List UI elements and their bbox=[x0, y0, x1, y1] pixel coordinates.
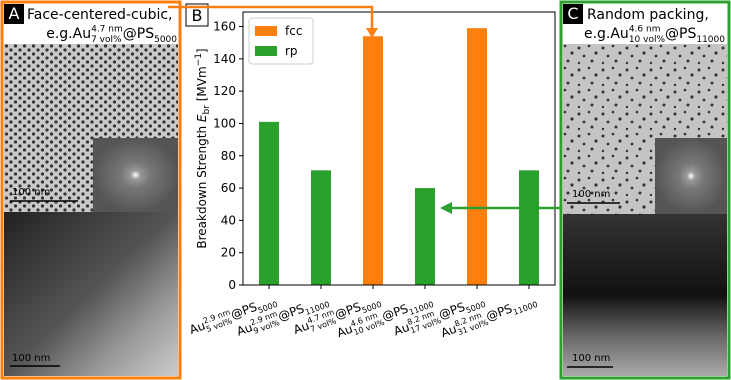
bar bbox=[363, 36, 383, 285]
label-part: @PS bbox=[665, 26, 696, 42]
panel-example: e.g. Au 4.7 nm7 vol% @PS 5000 bbox=[46, 25, 177, 46]
label-part: Au bbox=[73, 26, 91, 42]
label-part: Breakdown Strength bbox=[195, 122, 209, 249]
label-part: Au bbox=[292, 318, 312, 337]
scale-bar-label: 100 nm bbox=[12, 187, 50, 198]
label-part: [MVm bbox=[195, 66, 209, 105]
panel-label: B bbox=[192, 6, 203, 25]
scale-bar-label: 100 nm bbox=[572, 189, 610, 200]
legend-label: fcc bbox=[285, 24, 302, 38]
panel-label: C bbox=[567, 4, 578, 23]
panel-caption: Face-centered-cubic, bbox=[27, 7, 173, 23]
panel-label-box bbox=[4, 4, 24, 24]
y-tick-label: 80 bbox=[221, 149, 236, 163]
label-part: E bbox=[195, 114, 209, 122]
label-part: Au bbox=[335, 322, 355, 341]
scale-bar-label: 100 nm bbox=[572, 353, 610, 364]
bar bbox=[467, 28, 487, 286]
tem-image bbox=[4, 212, 178, 376]
label-part: Au bbox=[392, 320, 412, 339]
panel-label-box bbox=[185, 3, 209, 27]
panel-a: A Face-centered-cubic, e.g. Au 4.7 nm7 vo… bbox=[0, 0, 182, 380]
arrows bbox=[168, 5, 560, 214]
fft-inset bbox=[93, 138, 178, 212]
axes-frame bbox=[242, 11, 556, 286]
bar bbox=[519, 170, 539, 285]
tem-image bbox=[563, 214, 727, 376]
label-part: 7 vol% bbox=[91, 35, 122, 45]
y-tick-label: 120 bbox=[213, 84, 236, 98]
arrow bbox=[168, 5, 374, 30]
y-tick-label: 60 bbox=[221, 181, 236, 195]
bar bbox=[311, 170, 331, 285]
rich-label: e.g. Au 4.7 nm7 vol% @PS 5000 bbox=[46, 25, 177, 46]
label-part: 5000 bbox=[154, 35, 177, 45]
y-axis-label: Breakdown Strength Ebr [MVm−1] bbox=[194, 48, 212, 248]
label-part: 4.7 nm bbox=[91, 25, 123, 35]
y-tick-label: 100 bbox=[213, 116, 236, 130]
bar bbox=[415, 188, 435, 285]
label-part: @PS bbox=[484, 301, 514, 323]
legend-label: rp bbox=[285, 44, 298, 58]
fft-inset bbox=[655, 138, 727, 214]
label-part: Au bbox=[610, 26, 628, 42]
label-part: Au bbox=[235, 320, 255, 339]
label-part: e.g. bbox=[46, 26, 72, 42]
label-part: 4.6 nm bbox=[629, 25, 661, 35]
label-part: 11000 bbox=[512, 300, 539, 317]
y-tick-label: 0 bbox=[228, 278, 236, 292]
label-part: 10 vol% bbox=[629, 35, 666, 45]
panel-label: A bbox=[9, 4, 20, 23]
panel-label-box bbox=[563, 4, 583, 24]
legend-swatch bbox=[255, 26, 277, 36]
label-part: @PS bbox=[123, 26, 154, 42]
legend-swatch bbox=[255, 46, 277, 56]
y-tick-label: 160 bbox=[213, 20, 236, 34]
label-part: e.g. bbox=[584, 26, 610, 42]
label-part: br bbox=[202, 105, 212, 115]
scale-bar-label: 100 nm bbox=[12, 353, 50, 364]
y-tick-label: 40 bbox=[221, 213, 236, 227]
caption-line: e.g. Au 4.7 nm7 vol% @PS 5000 bbox=[46, 25, 177, 46]
label-part: ] bbox=[195, 48, 209, 53]
arrow-head bbox=[366, 28, 378, 38]
label-part: Au bbox=[439, 322, 459, 341]
y-tick-label: 140 bbox=[213, 52, 236, 66]
bar bbox=[259, 121, 279, 285]
panel-caption: Random packing, bbox=[587, 7, 709, 23]
label-part: Au bbox=[188, 318, 208, 337]
arrow-head bbox=[440, 202, 452, 214]
label-part: −1 bbox=[194, 53, 204, 66]
legend-frame bbox=[248, 17, 314, 65]
label-part: 11000 bbox=[696, 35, 725, 45]
y-tick-label: 20 bbox=[221, 246, 236, 260]
